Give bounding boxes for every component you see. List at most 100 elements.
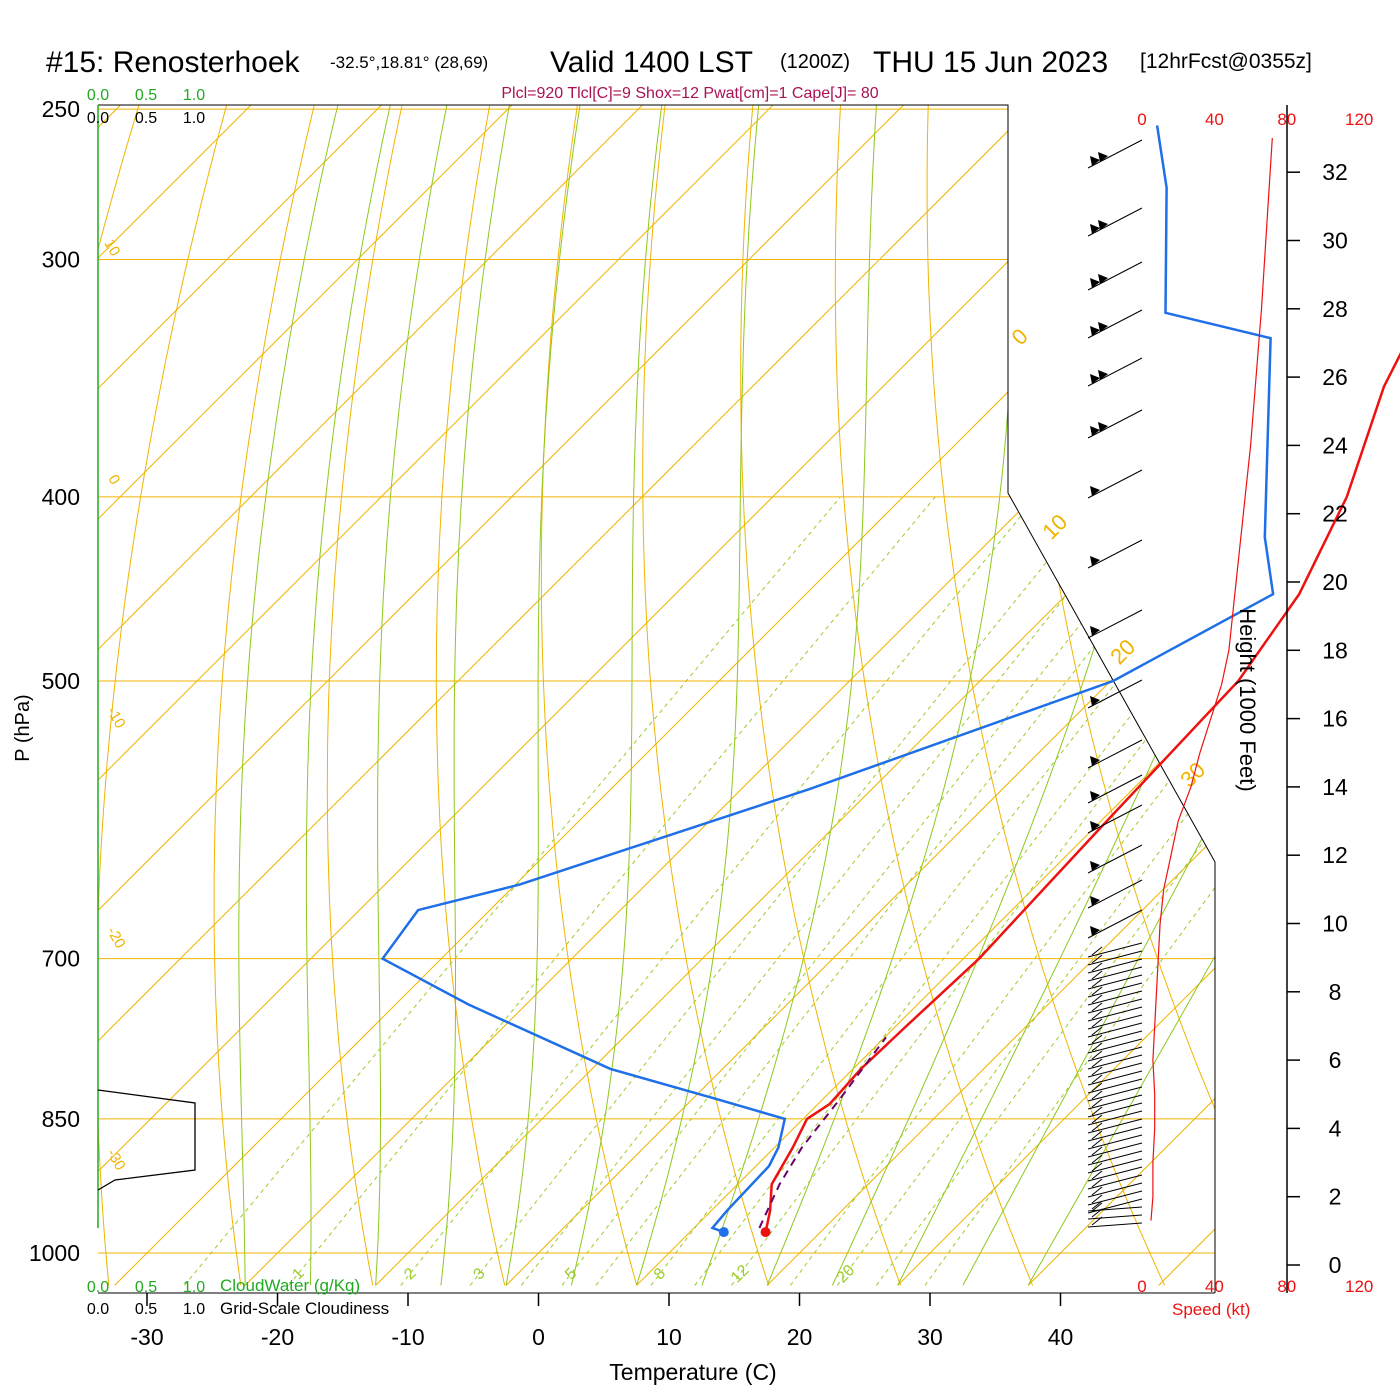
wind-barb-staff	[1087, 1078, 1143, 1094]
wind-barb-staff	[1087, 804, 1143, 834]
wind-barb-staff	[1087, 1006, 1143, 1022]
wind-barb-flag	[1090, 224, 1100, 234]
isotherm	[98, 105, 412, 1286]
wind-barb-feather	[1091, 1066, 1103, 1076]
wind-barb-staff	[1087, 990, 1143, 1006]
wind-barb-staff	[1087, 1190, 1143, 1206]
wind-barb	[1087, 1078, 1143, 1094]
wind-barb-staff	[1087, 1014, 1143, 1030]
mixing-ratio-line	[520, 496, 1146, 1286]
dry-adiabat	[435, 105, 506, 1286]
wind-barb-feather	[1091, 986, 1103, 996]
wind-barb-staff	[1087, 207, 1143, 237]
wind-barb	[1087, 1190, 1143, 1206]
wind-barb-staff	[1087, 1022, 1143, 1038]
wind-barb	[1087, 1134, 1143, 1150]
isotherm-label: -10	[103, 704, 129, 731]
cloudiness-label: Grid-Scale Cloudiness	[220, 1299, 389, 1318]
wind-barb-staff	[1087, 982, 1143, 998]
wind-barb-staff	[1087, 879, 1143, 909]
wind-barb	[1087, 1086, 1143, 1102]
cloudwater-tick-top: 1.0	[183, 87, 205, 104]
mixing-ratio-line	[694, 496, 1215, 1286]
wind-barb-staff	[1087, 966, 1143, 982]
wind-barb-staff	[1087, 974, 1143, 990]
wind-barb-feather	[1091, 1114, 1103, 1124]
wind-barb-staff	[1087, 1070, 1143, 1086]
wind-barb-feather	[1091, 994, 1103, 1004]
isotherm	[98, 105, 542, 1286]
wind-barb-flag	[1098, 274, 1108, 284]
moist-adiabat	[570, 105, 667, 1286]
wind-barb-staff	[1087, 539, 1143, 569]
height-tick-label: 20	[1322, 569, 1348, 595]
wind-barb-feather	[1091, 1186, 1103, 1196]
wind-barb-feather	[1091, 1106, 1103, 1116]
wind-barb	[1087, 1006, 1143, 1022]
speed-tick-label-top: 80	[1277, 110, 1296, 129]
wind-barb-flag	[1098, 220, 1108, 230]
wind-barb	[1087, 1182, 1143, 1198]
height-tick-label: 32	[1322, 159, 1348, 185]
wind-barbs	[1087, 139, 1143, 1228]
wind-barb	[1087, 469, 1143, 499]
height-tick-label: 10	[1322, 911, 1348, 937]
x-tick-label: -30	[130, 1324, 163, 1350]
x-tick-label: 30	[917, 1324, 943, 1350]
cloudiness-tick-top: 0.5	[135, 110, 157, 127]
wind-barb-feather	[1091, 954, 1103, 964]
wind-barb-feather	[1091, 1200, 1103, 1210]
moist-adiabat	[701, 105, 879, 1286]
y-tick-label: 250	[42, 96, 80, 122]
wind-barb-staff	[1087, 1174, 1143, 1190]
cloudiness-tick-top: 0.0	[87, 110, 109, 127]
height-tick-label: 6	[1329, 1047, 1342, 1073]
wind-barb-staff	[1087, 1142, 1143, 1158]
wind-barb	[1087, 879, 1143, 909]
wind-barb-staff	[1087, 609, 1143, 639]
wind-barb-feather	[1091, 1130, 1103, 1140]
wind-barb	[1087, 1062, 1143, 1078]
height-tick-label: 22	[1322, 501, 1348, 527]
wind-barb	[1087, 950, 1143, 966]
height-tick-label: 16	[1322, 706, 1348, 732]
wind-barb	[1087, 1046, 1143, 1062]
wind-barb-flag	[1098, 322, 1108, 332]
height-axis-label: Height (1000 Feet)	[1235, 608, 1260, 791]
wind-barb-flag	[1090, 556, 1100, 566]
height-tick-label: 18	[1322, 637, 1348, 663]
wind-barb	[1087, 357, 1143, 387]
wind-barb	[1087, 998, 1143, 1014]
wind-barb-staff	[1087, 1102, 1143, 1118]
wind-barb	[1087, 409, 1143, 439]
y-tick-label: 500	[42, 668, 80, 694]
isotherm	[98, 105, 673, 1286]
mixing-ratio-line	[400, 496, 1037, 1286]
wind-barb	[1087, 309, 1143, 339]
dry-adiabat	[834, 105, 1034, 1286]
wind-barb-staff	[1087, 1214, 1143, 1220]
y-tick-label: 300	[42, 247, 80, 273]
wind-barb-staff	[1087, 1094, 1143, 1110]
mixing-ratio-label: 20	[834, 1262, 859, 1287]
wind-barb	[1087, 139, 1143, 169]
mixing-ratio-line	[595, 496, 1213, 1286]
speed-tick-label-top: 120	[1345, 110, 1373, 129]
dry-adiabat	[98, 105, 236, 1286]
wind-barb	[1087, 1142, 1143, 1158]
moist-adiabat	[962, 105, 1215, 1286]
speed-tick-label-bottom: 120	[1345, 1277, 1373, 1296]
temperature-line	[764, 352, 1400, 1233]
background-grid: 1 2 3 5 8 12 20	[98, 105, 1215, 1287]
wind-barb-staff	[1087, 1134, 1143, 1150]
isotherm	[636, 105, 1215, 1286]
parcel-line	[758, 1036, 887, 1229]
isotherm-label: 20	[1105, 634, 1140, 669]
wind-barb	[1087, 974, 1143, 990]
wind-barb-feather	[1091, 1026, 1103, 1036]
wind-barb-feather	[1091, 1146, 1103, 1156]
forecast-info: [12hrFcst@0355z]	[1140, 50, 1312, 73]
height-tick-label: 26	[1322, 364, 1348, 390]
height-tick-label: 2	[1329, 1184, 1342, 1210]
x-axis-label: Temperature (C)	[609, 1359, 776, 1385]
